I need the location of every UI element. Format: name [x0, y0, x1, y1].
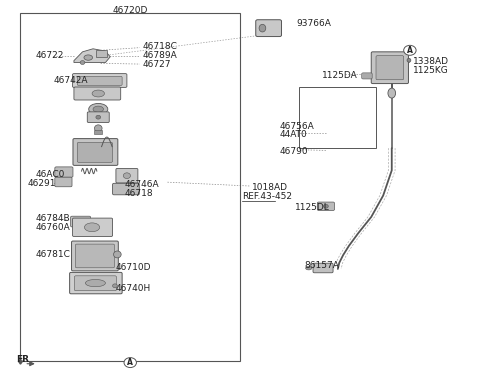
FancyBboxPatch shape [74, 276, 116, 291]
Bar [96, 50, 108, 57]
FancyBboxPatch shape [87, 112, 109, 122]
Text: 46710D: 46710D [116, 263, 151, 271]
FancyBboxPatch shape [70, 272, 122, 294]
Text: 46718C: 46718C [142, 42, 177, 51]
FancyBboxPatch shape [77, 76, 122, 85]
Text: A: A [407, 46, 413, 55]
FancyBboxPatch shape [72, 241, 118, 271]
Text: 46718: 46718 [124, 189, 153, 198]
Text: REF.43-452: REF.43-452 [242, 192, 292, 201]
FancyBboxPatch shape [55, 177, 72, 187]
FancyBboxPatch shape [55, 167, 73, 177]
Text: 46722: 46722 [36, 51, 64, 60]
Ellipse shape [113, 284, 117, 288]
Text: A: A [127, 358, 133, 367]
Text: 46740H: 46740H [116, 284, 151, 293]
Text: 46742A: 46742A [54, 76, 88, 85]
FancyBboxPatch shape [73, 139, 118, 166]
Ellipse shape [93, 106, 104, 112]
Ellipse shape [89, 104, 108, 115]
FancyBboxPatch shape [376, 56, 404, 80]
Text: 1338AD: 1338AD [413, 57, 449, 66]
FancyBboxPatch shape [71, 216, 91, 227]
Ellipse shape [84, 55, 93, 60]
Ellipse shape [306, 266, 312, 270]
FancyArrow shape [18, 357, 23, 364]
Text: 1125DA: 1125DA [322, 72, 358, 80]
Ellipse shape [388, 88, 396, 98]
Ellipse shape [407, 59, 411, 62]
Text: 44AT0: 44AT0 [280, 130, 307, 139]
Ellipse shape [95, 125, 102, 132]
Ellipse shape [85, 280, 106, 287]
Text: 86157A: 86157A [304, 261, 339, 270]
Text: 46789A: 46789A [142, 51, 177, 60]
Ellipse shape [123, 173, 131, 179]
Bar [95, 130, 102, 134]
Text: 46790: 46790 [280, 147, 308, 156]
Text: FR: FR [16, 355, 29, 364]
Text: 46784B: 46784B [36, 214, 71, 223]
Text: 93766A: 93766A [296, 19, 331, 28]
FancyBboxPatch shape [113, 183, 139, 195]
FancyBboxPatch shape [313, 263, 333, 273]
Bar [21, 13, 240, 361]
FancyBboxPatch shape [362, 73, 372, 79]
FancyBboxPatch shape [72, 74, 127, 87]
Text: 46760A: 46760A [36, 223, 71, 232]
FancyBboxPatch shape [77, 142, 113, 162]
Circle shape [124, 358, 136, 368]
Ellipse shape [259, 24, 266, 32]
FancyBboxPatch shape [256, 20, 281, 37]
FancyBboxPatch shape [74, 87, 120, 100]
Ellipse shape [84, 223, 100, 232]
Ellipse shape [80, 60, 85, 64]
FancyBboxPatch shape [371, 52, 408, 84]
FancyBboxPatch shape [72, 218, 113, 236]
Ellipse shape [114, 251, 121, 258]
Text: 1018AD: 1018AD [252, 182, 288, 192]
FancyBboxPatch shape [75, 244, 115, 268]
Text: 46720D: 46720D [112, 7, 148, 15]
Text: 46756A: 46756A [280, 122, 314, 131]
FancyBboxPatch shape [317, 202, 335, 211]
Circle shape [404, 45, 416, 55]
Text: 46727: 46727 [142, 60, 171, 69]
Text: 1125DL: 1125DL [295, 203, 330, 211]
Ellipse shape [324, 204, 328, 208]
Ellipse shape [92, 90, 105, 97]
Text: 46291: 46291 [28, 179, 56, 188]
Bar [299, 87, 376, 148]
FancyBboxPatch shape [116, 168, 138, 183]
Text: 46781C: 46781C [36, 250, 71, 259]
Ellipse shape [96, 115, 101, 119]
Text: 46746A: 46746A [124, 179, 159, 189]
Text: 1125KG: 1125KG [413, 66, 448, 75]
Text: 46AC0: 46AC0 [36, 170, 65, 179]
Polygon shape [74, 49, 110, 62]
